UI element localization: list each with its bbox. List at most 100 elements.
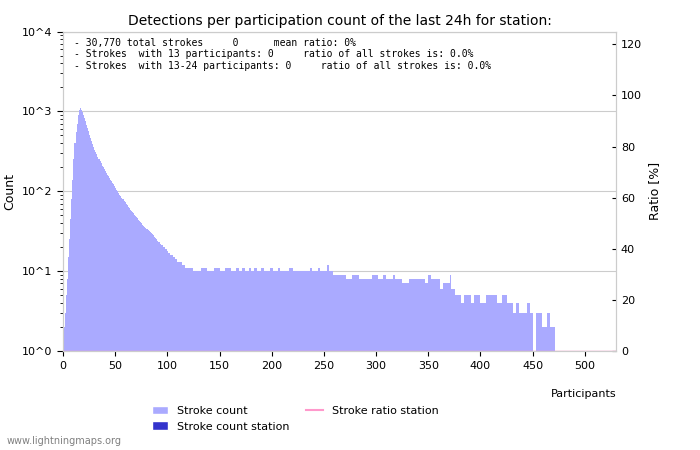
Bar	[206, 268, 207, 450]
Bar	[575, 351, 576, 450]
Bar	[231, 271, 232, 450]
Bar	[419, 279, 420, 450]
Bar	[291, 268, 293, 450]
Bar	[320, 271, 321, 450]
Bar	[349, 279, 350, 450]
Bar	[101, 163, 102, 450]
Bar	[188, 268, 189, 450]
Bar	[276, 271, 277, 450]
Bar	[392, 279, 393, 450]
Bar	[408, 284, 409, 450]
Bar	[99, 161, 101, 450]
Bar	[564, 351, 565, 450]
Bar	[550, 327, 552, 450]
Bar	[298, 271, 299, 450]
Bar	[326, 271, 327, 450]
Bar	[303, 271, 304, 450]
Bar	[496, 295, 497, 450]
Bar	[226, 268, 227, 450]
Bar	[377, 275, 378, 450]
Bar	[252, 271, 253, 450]
Bar	[232, 271, 233, 450]
Bar	[135, 216, 136, 450]
Bar	[281, 271, 282, 450]
Bar	[384, 275, 386, 450]
Bar	[353, 275, 354, 450]
Bar	[410, 279, 412, 450]
Bar	[548, 313, 550, 450]
Bar	[148, 231, 150, 450]
Bar	[290, 268, 291, 450]
Bar	[567, 351, 568, 450]
Bar	[531, 313, 533, 450]
Bar	[316, 271, 318, 450]
Bar	[163, 247, 164, 450]
Bar	[500, 303, 501, 450]
Bar	[113, 184, 114, 450]
Bar	[484, 303, 486, 450]
Bar	[297, 271, 298, 450]
Bar	[494, 295, 495, 450]
Bar	[107, 175, 108, 450]
Bar	[365, 279, 367, 450]
Bar	[197, 271, 199, 450]
Bar	[426, 284, 427, 450]
Bar	[371, 279, 372, 450]
Bar	[167, 251, 169, 450]
Bar	[563, 351, 564, 450]
Bar	[372, 275, 373, 450]
Bar	[240, 271, 241, 450]
Bar	[324, 271, 325, 450]
Bar	[468, 295, 469, 450]
Bar	[180, 262, 181, 450]
Bar	[137, 218, 138, 450]
Bar	[444, 284, 445, 450]
Bar	[157, 241, 158, 450]
Bar	[218, 268, 220, 450]
Bar	[491, 295, 492, 450]
Bar	[248, 268, 250, 450]
Bar	[363, 279, 365, 450]
Bar	[368, 279, 369, 450]
Bar	[398, 279, 399, 450]
Bar	[346, 279, 348, 450]
Bar	[127, 207, 129, 450]
Bar	[271, 268, 272, 450]
Bar	[204, 268, 205, 450]
Bar	[253, 271, 254, 450]
Bar	[386, 279, 388, 450]
Bar	[480, 303, 482, 450]
Bar	[437, 279, 438, 450]
Bar	[339, 275, 340, 450]
Bar	[541, 313, 542, 450]
Bar	[412, 279, 414, 450]
Bar	[582, 351, 584, 450]
Bar	[134, 215, 135, 450]
Bar	[229, 268, 230, 450]
Bar	[227, 268, 228, 450]
Bar	[88, 131, 89, 450]
Bar	[376, 275, 377, 450]
Bar	[476, 295, 477, 450]
Bar	[314, 271, 316, 450]
Bar	[86, 125, 87, 450]
Bar	[185, 268, 186, 450]
Bar	[401, 279, 402, 450]
Bar	[393, 275, 394, 450]
Bar	[103, 167, 104, 450]
Bar	[310, 268, 312, 450]
Bar	[307, 271, 308, 450]
Bar	[348, 279, 349, 450]
Bar	[109, 178, 110, 450]
Bar	[533, 351, 535, 450]
Bar	[558, 351, 559, 450]
Bar	[269, 271, 270, 450]
Bar	[528, 303, 529, 450]
Bar	[261, 268, 262, 450]
Bar	[246, 271, 248, 450]
Bar	[263, 268, 265, 450]
Bar	[416, 279, 418, 450]
Bar	[71, 199, 72, 450]
Bar	[220, 271, 222, 450]
Bar	[223, 271, 224, 450]
